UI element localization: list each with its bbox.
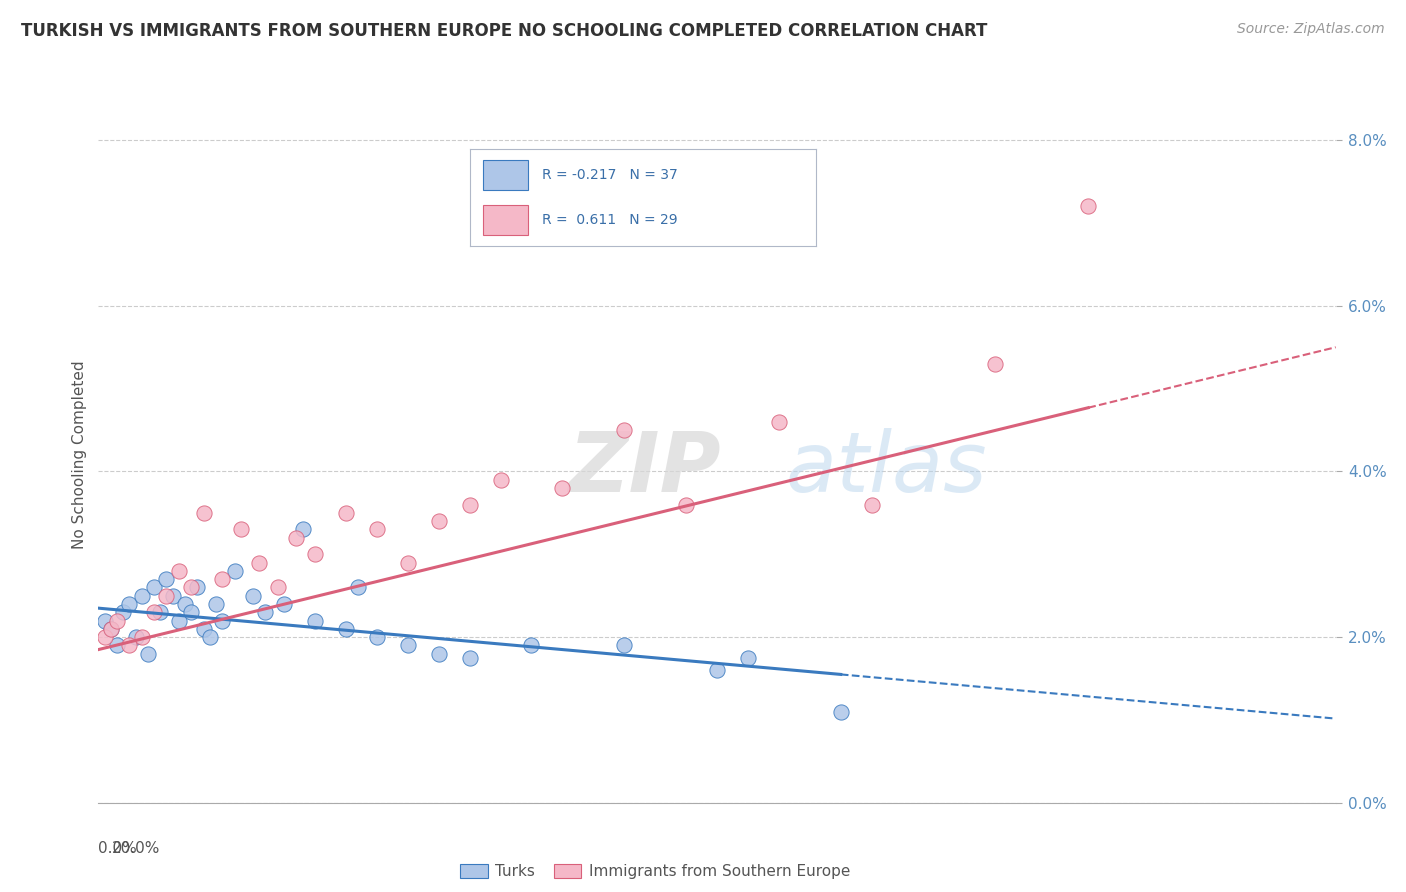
Point — [737, 651, 759, 665]
Text: ZIP: ZIP — [568, 428, 721, 509]
Point — [180, 581, 202, 595]
Point — [613, 423, 636, 437]
Point — [143, 581, 166, 595]
Point — [304, 614, 326, 628]
Point — [155, 572, 177, 586]
Point — [396, 556, 419, 570]
Point — [551, 481, 574, 495]
Point — [174, 597, 197, 611]
Point — [143, 605, 166, 619]
Point — [167, 614, 190, 628]
Point — [124, 630, 146, 644]
Point — [830, 705, 852, 719]
Point — [149, 605, 172, 619]
Point — [984, 357, 1007, 371]
Point — [291, 523, 314, 537]
Point — [768, 415, 790, 429]
Point — [427, 647, 450, 661]
Point — [112, 605, 135, 619]
Point — [93, 630, 115, 644]
Point — [155, 589, 177, 603]
Point — [131, 630, 153, 644]
Point — [675, 498, 697, 512]
Text: TURKISH VS IMMIGRANTS FROM SOUTHERN EUROPE NO SCHOOLING COMPLETED CORRELATION CH: TURKISH VS IMMIGRANTS FROM SOUTHERN EURO… — [21, 22, 987, 40]
Point — [193, 622, 215, 636]
Point — [186, 581, 208, 595]
Point — [136, 647, 159, 661]
Point — [180, 605, 202, 619]
Point — [229, 523, 252, 537]
Point — [211, 614, 233, 628]
Text: Source: ZipAtlas.com: Source: ZipAtlas.com — [1237, 22, 1385, 37]
Point — [247, 556, 270, 570]
Point — [193, 506, 215, 520]
Point — [224, 564, 246, 578]
Point — [489, 473, 512, 487]
Point — [396, 639, 419, 653]
Point — [366, 523, 388, 537]
Point — [254, 605, 277, 619]
Point — [458, 498, 481, 512]
Point — [105, 614, 128, 628]
Point — [242, 589, 264, 603]
Point — [100, 622, 122, 636]
Point — [211, 572, 233, 586]
Text: atlas: atlas — [785, 428, 987, 509]
Point — [167, 564, 190, 578]
Point — [335, 622, 357, 636]
Point — [118, 639, 141, 653]
Point — [335, 506, 357, 520]
Point — [205, 597, 228, 611]
Point — [118, 597, 141, 611]
Text: 20.0%: 20.0% — [112, 841, 160, 856]
Point — [105, 639, 128, 653]
Point — [273, 597, 295, 611]
Point — [706, 663, 728, 677]
Point — [613, 639, 636, 653]
Point — [520, 639, 543, 653]
Point — [285, 531, 308, 545]
Point — [366, 630, 388, 644]
Point — [93, 614, 115, 628]
Point — [198, 630, 221, 644]
Point — [304, 547, 326, 561]
Point — [267, 581, 290, 595]
Point — [131, 589, 153, 603]
Point — [1077, 199, 1099, 213]
Point — [162, 589, 184, 603]
Point — [100, 622, 122, 636]
Text: 0.0%: 0.0% — [98, 841, 138, 856]
Point — [458, 651, 481, 665]
Legend: Turks, Immigrants from Southern Europe: Turks, Immigrants from Southern Europe — [454, 858, 856, 886]
Point — [347, 581, 370, 595]
Point — [427, 514, 450, 528]
Y-axis label: No Schooling Completed: No Schooling Completed — [72, 360, 87, 549]
Point — [860, 498, 883, 512]
